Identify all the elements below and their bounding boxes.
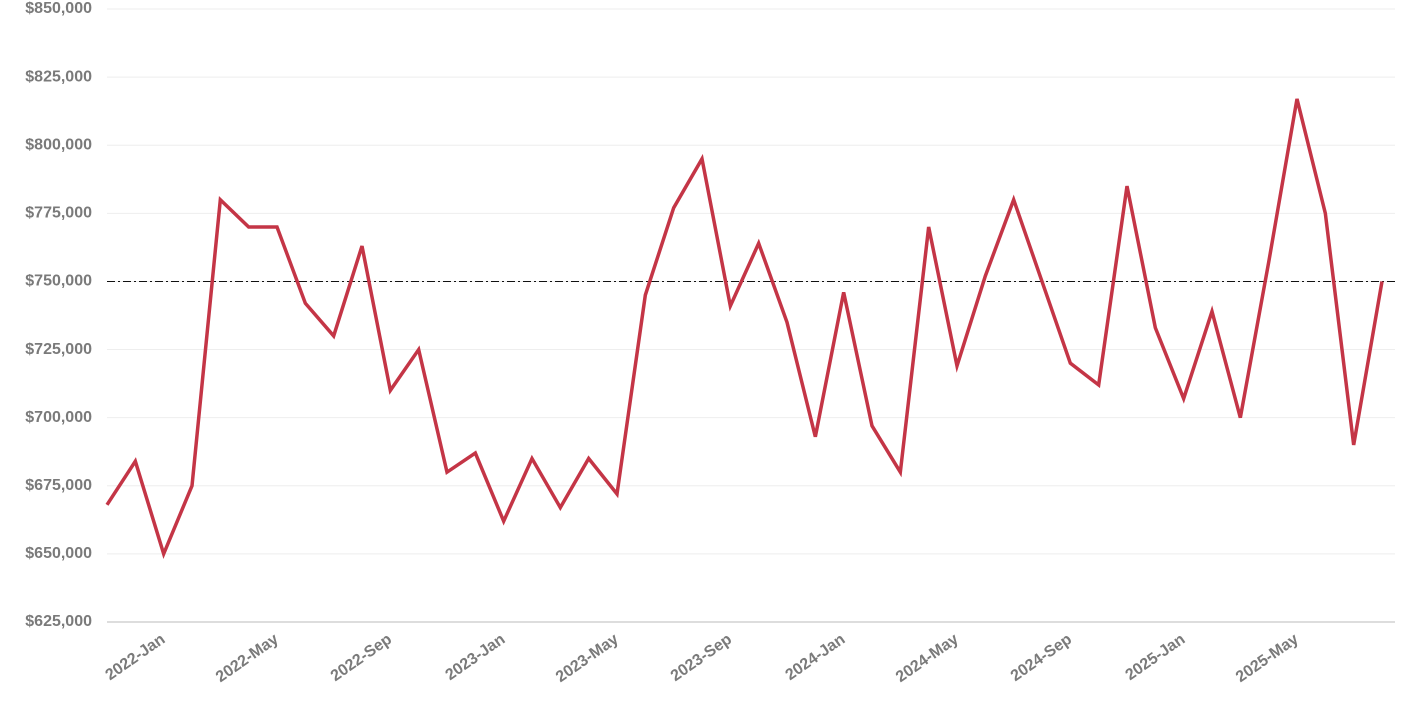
y-tick-label: $775,000	[25, 205, 92, 222]
y-tick-label: $650,000	[25, 545, 92, 562]
x-tick-label: 2023-Jan	[443, 631, 509, 684]
y-tick-label: $700,000	[25, 409, 92, 426]
y-tick-label: $625,000	[25, 613, 92, 630]
x-tick-label: 2025-Jan	[1123, 631, 1189, 684]
y-tick-label: $800,000	[25, 136, 92, 153]
x-tick-label: 2024-May	[893, 631, 962, 686]
x-tick-label: 2024-Jan	[783, 631, 849, 684]
y-tick-label: $850,000	[25, 0, 92, 17]
data-line	[105, 98, 1384, 560]
x-tick-label: 2023-Sep	[668, 631, 736, 685]
y-tick-label: $825,000	[25, 68, 92, 85]
x-tick-label: 2022-Sep	[328, 631, 396, 685]
x-tick-label: 2024-Sep	[1008, 631, 1076, 685]
x-tick-label: 2022-May	[213, 631, 282, 686]
y-tick-label: $725,000	[25, 341, 92, 358]
x-tick-label: 2025-May	[1233, 631, 1302, 686]
y-tick-label: $750,000	[25, 273, 92, 290]
x-tick-label: 2022-Jan	[103, 631, 169, 684]
x-tick-label: 2023-May	[553, 631, 622, 686]
y-tick-label: $675,000	[25, 477, 92, 494]
